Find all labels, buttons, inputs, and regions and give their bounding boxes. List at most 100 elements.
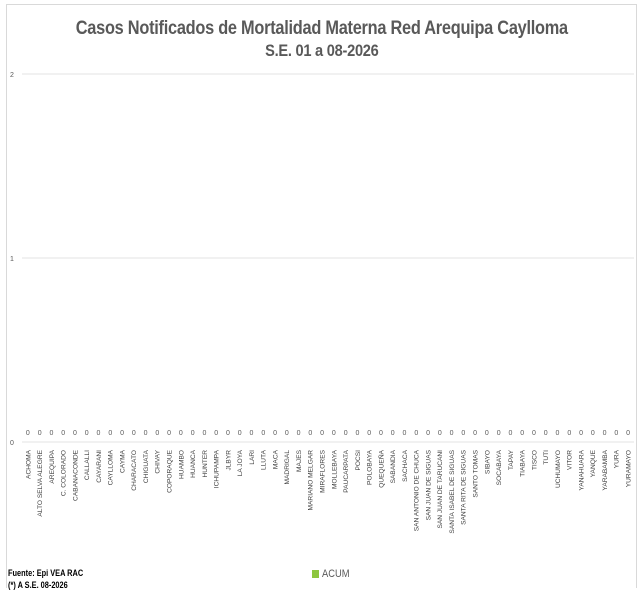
x-tick-label: SANTA ISABEL DE SIGUAS	[449, 449, 456, 533]
data-label: 0	[450, 430, 454, 437]
x-tick-label: VITOR	[567, 450, 574, 470]
y-tick-label: 1	[10, 256, 14, 263]
data-label: 0	[426, 430, 430, 437]
y-tick-label: 2	[10, 72, 14, 79]
x-tick-label: SANTO TOMAS	[473, 449, 480, 497]
x-tick-label: TISCO	[531, 450, 538, 470]
data-label: 0	[403, 430, 407, 437]
x-tick-label: PAUCARPATA	[343, 449, 350, 492]
x-tick-label: YANQUE	[590, 449, 597, 477]
x-tick-label: CABANACONDE	[72, 449, 79, 501]
data-label: 0	[379, 430, 383, 437]
data-label: 0	[191, 430, 195, 437]
data-label: 0	[85, 430, 89, 437]
data-label: 0	[614, 430, 618, 437]
x-tick-label: SAN JUAN DE SIGUAS	[425, 449, 432, 520]
data-label: 0	[579, 430, 583, 437]
data-label: 0	[261, 430, 265, 437]
data-label: 0	[508, 430, 512, 437]
x-tick-label: SABANDIA	[390, 449, 397, 483]
legend-label: ACUM	[322, 568, 350, 580]
data-label: 0	[202, 430, 206, 437]
x-tick-label: SAN JUAN DE TARUCANI	[437, 450, 444, 529]
data-label: 0	[38, 430, 42, 437]
x-tick-label: YARABAMBA	[602, 449, 609, 490]
x-tick-label: CALLALLI	[84, 450, 91, 480]
data-label: 0	[250, 430, 254, 437]
x-tick-label: TIABAYA	[520, 449, 527, 476]
x-tick-label: POCSI	[355, 450, 362, 471]
data-label: 0	[214, 430, 218, 437]
x-tick-label: LA JOYA	[237, 449, 244, 476]
x-tick-label: UCHUMAYO	[555, 450, 562, 488]
x-tick-label: CAYMA	[119, 449, 126, 473]
data-label: 0	[108, 430, 112, 437]
x-tick-label: TAPAY	[508, 449, 515, 470]
x-tick-label: TUTI	[543, 450, 550, 465]
data-label: 0	[120, 430, 124, 437]
y-tick-label: 0	[10, 440, 14, 447]
data-label: 0	[497, 430, 501, 437]
data-label: 0	[603, 430, 607, 437]
x-tick-label: AREQUIPA	[49, 449, 56, 483]
data-label: 0	[485, 430, 489, 437]
x-tick-label: CAYLLOMA	[108, 449, 115, 485]
data-label: 0	[591, 430, 595, 437]
chart-title: Casos Notificados de Mortalidad Materna …	[75, 18, 568, 39]
data-label: 0	[556, 430, 560, 437]
data-label: 0	[567, 430, 571, 437]
data-label: 0	[308, 430, 312, 437]
data-label: 0	[461, 430, 465, 437]
data-label: 0	[97, 430, 101, 437]
x-tick-label: MIRAFLORES	[320, 449, 327, 492]
legend: ACUM	[312, 568, 354, 580]
data-label: 0	[179, 430, 183, 437]
x-tick-label: YURA	[614, 449, 621, 468]
data-label: 0	[167, 430, 171, 437]
data-label: 0	[73, 430, 77, 437]
data-label: 0	[297, 430, 301, 437]
x-tick-label: CHIVAY	[155, 449, 162, 473]
data-label: 0	[61, 430, 65, 437]
data-label: 0	[532, 430, 536, 437]
data-label: 0	[49, 430, 53, 437]
x-tick-label: COPORAQUE	[167, 449, 174, 492]
x-tick-label: SACHACA	[402, 449, 409, 481]
data-label: 0	[285, 430, 289, 437]
chart-subtitle: S.E. 01 a 08-2026	[265, 41, 379, 60]
x-tick-label: POLOBAYA	[367, 449, 374, 485]
data-label: 0	[226, 430, 230, 437]
x-tick-label: ACHOMA	[25, 449, 32, 479]
x-tick-label: CHIGUATA	[143, 449, 150, 483]
x-tick-label: MAJES	[296, 449, 303, 472]
x-tick-label: SIBAYO	[484, 450, 491, 474]
x-tick-label: ICHUPAMPA	[214, 449, 221, 488]
x-tick-label: ALTO SELVA ALEGRE	[37, 449, 44, 516]
data-label: 0	[155, 430, 159, 437]
x-tick-label: QUEQUEÑA	[376, 449, 385, 487]
x-tick-label: HUAMBO	[178, 450, 185, 479]
data-label: 0	[391, 430, 395, 437]
x-tick-label: MOLLEBAYA	[331, 449, 338, 489]
x-tick-label: JLBYR	[225, 450, 232, 471]
x-tick-label: MADRIGAL	[284, 450, 291, 485]
data-label: 0	[438, 430, 442, 437]
source-note: Fuente: Epi VEA RAC	[8, 568, 84, 578]
data-label: 0	[520, 430, 524, 437]
data-label: 0	[367, 430, 371, 437]
chart-frame	[6, 4, 637, 588]
data-label: 0	[544, 430, 548, 437]
x-tick-label: CAYARANI	[96, 450, 103, 483]
x-tick-label: LARI	[249, 450, 256, 465]
data-label: 0	[26, 430, 30, 437]
data-label: 0	[132, 430, 136, 437]
data-label: 0	[414, 430, 418, 437]
x-tick-label: HUANCA	[190, 449, 197, 477]
data-label: 0	[238, 430, 242, 437]
data-label: 0	[473, 430, 477, 437]
x-tick-label: SANTA RITA DE SIGUAS	[461, 449, 468, 524]
x-tick-label: C. COLORADO	[61, 450, 68, 496]
data-label: 0	[273, 430, 277, 437]
x-tick-label: YURAMAYO	[626, 450, 633, 487]
